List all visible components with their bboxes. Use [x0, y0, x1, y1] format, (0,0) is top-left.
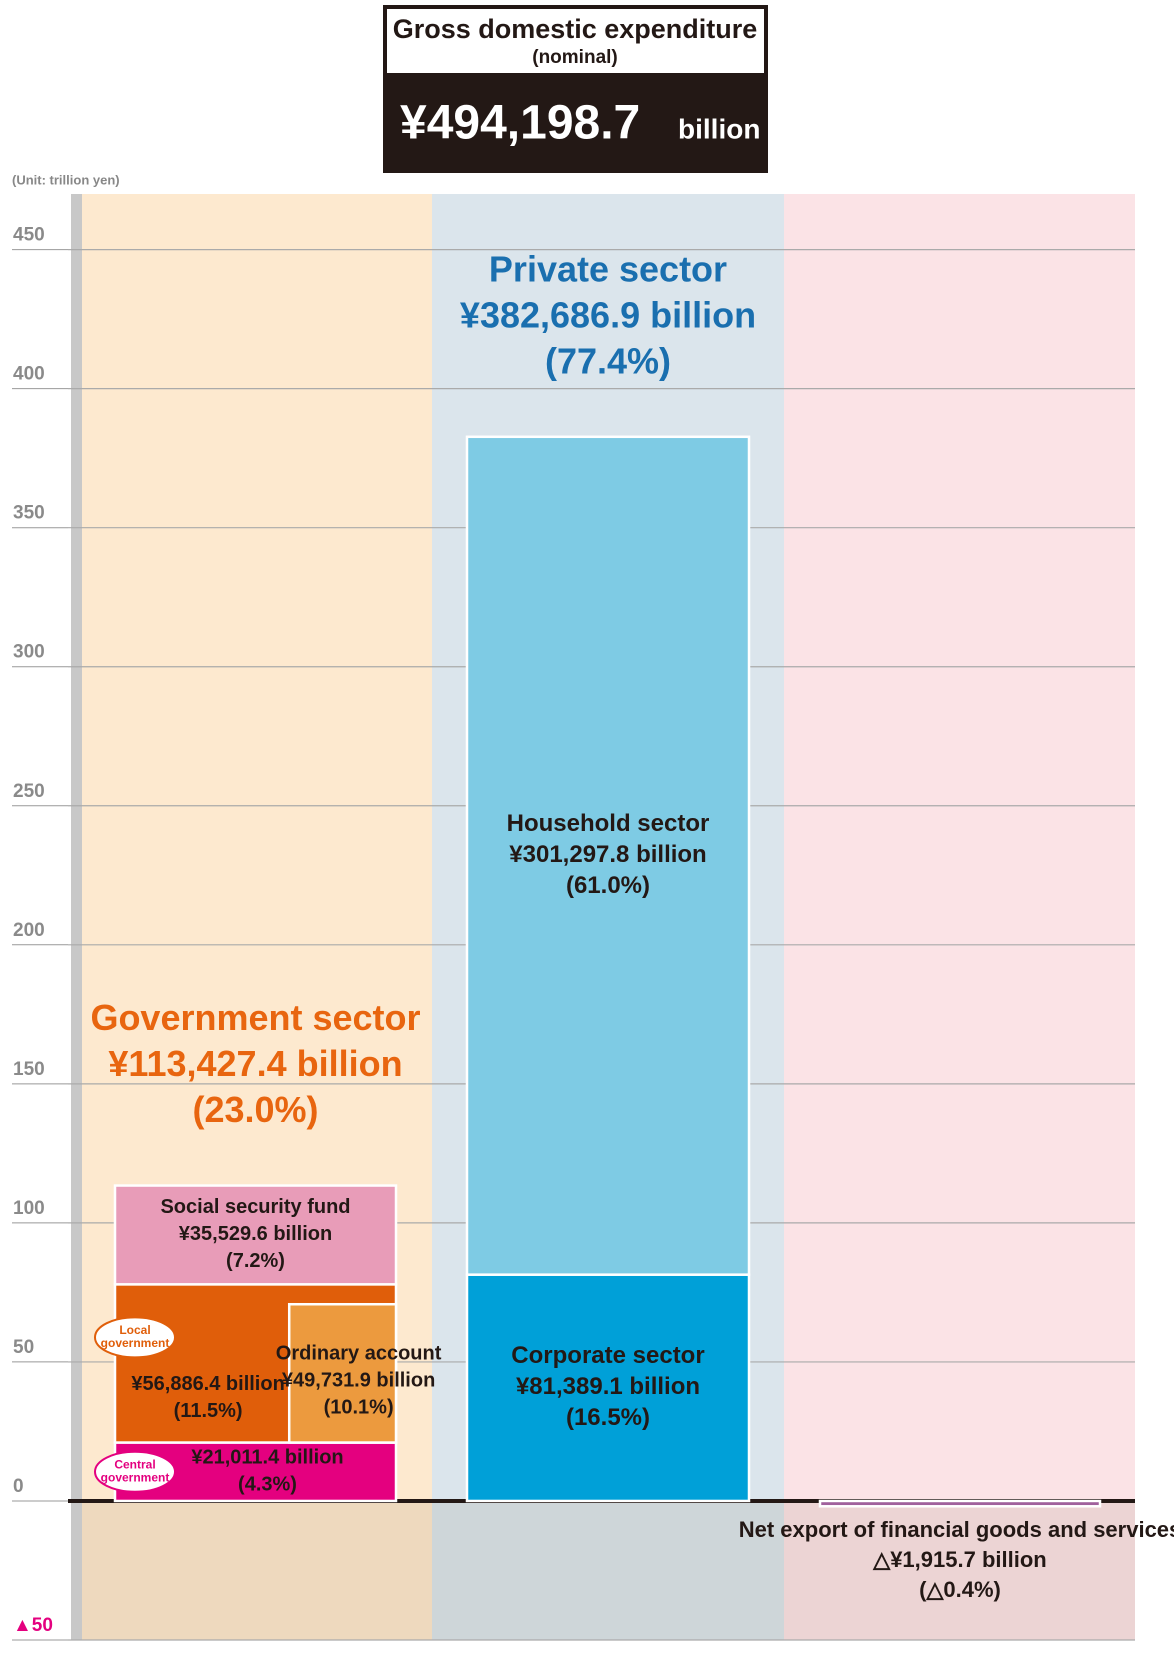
y-tick-label: 350: [13, 503, 45, 524]
segment-label: ¥81,389.1 billion: [516, 1373, 700, 1400]
segment-label: (7.2%): [226, 1250, 285, 1272]
segment-label: (10.1%): [324, 1397, 394, 1419]
y-tick-label: 250: [13, 781, 45, 802]
bar-segment: [465, 1273, 751, 1503]
total-unit: billion: [678, 113, 760, 144]
y-tick-label: 450: [13, 225, 45, 246]
y-axis-bar: [71, 194, 82, 1640]
sector-heading: ¥382,686.9 billion: [460, 294, 756, 335]
segment-label: ¥21,011.4 billion: [191, 1447, 343, 1469]
badge: [94, 1316, 176, 1359]
segment-label: Social security fund: [160, 1196, 350, 1218]
y-tick-label: 50: [13, 1337, 34, 1358]
segment-label: Ordinary account: [276, 1343, 442, 1365]
segment-label: ¥301,297.8 billion: [509, 841, 706, 868]
labels: ▲50 0 50 100 150 200 250 300 350 400 450 ¥21,011.4 …: [13, 225, 1174, 1636]
badge: [94, 1450, 176, 1493]
bar-segment: [465, 435, 751, 1276]
total-value: ¥494,198.7: [400, 97, 640, 150]
badge-label: government: [101, 1336, 170, 1350]
sector-heading: Private sector: [489, 248, 727, 289]
badge-label: Central: [114, 1457, 155, 1471]
y-tick-label: 200: [13, 920, 45, 941]
sector-heading: Government sector: [90, 997, 420, 1038]
segment-label: (11.5%): [174, 1400, 243, 1422]
segment-label: (△0.4%): [919, 1577, 1001, 1602]
sector-band: [784, 194, 1135, 1640]
segment-label: Household sector: [507, 810, 710, 837]
y-tick-label: 100: [13, 1198, 45, 1219]
segment-label: (4.3%): [238, 1474, 297, 1496]
segment-label: Corporate sector: [511, 1342, 704, 1369]
segment-label: ¥49,731.9 billion: [282, 1370, 435, 1392]
segment-label: (61.0%): [566, 872, 650, 899]
segment-label: ¥56,886.4 billion: [131, 1373, 284, 1395]
sector-heading: ¥113,427.4 billion: [108, 1043, 402, 1084]
y-tick-label: ▲50: [13, 1615, 53, 1636]
bar-segment: [113, 1184, 398, 1286]
sector-heading: (23.0%): [192, 1089, 318, 1130]
y-tick-label: 400: [13, 364, 45, 385]
bar-segment: [818, 1499, 1102, 1508]
y-tick-label: 0: [13, 1476, 24, 1497]
sector-heading: (77.4%): [545, 340, 671, 381]
title: Gross domestic expenditure: [393, 14, 758, 44]
subtitle: (nominal): [532, 47, 618, 68]
badge-label: government: [101, 1470, 170, 1484]
title-inner-box: [387, 9, 764, 73]
y-tick-label: 300: [13, 642, 45, 663]
marks: [113, 435, 1102, 1508]
y-tick-label: 150: [13, 1059, 45, 1080]
segment-label: ¥35,529.6 billion: [179, 1223, 332, 1245]
below-zero-shade: [82, 1500, 1135, 1640]
segment-label: (16.5%): [566, 1404, 650, 1431]
segment-label: △¥1,915.7 billion: [872, 1547, 1046, 1572]
unit-label: (Unit: trillion yen): [12, 172, 120, 187]
bar-subsegment: [287, 1302, 398, 1444]
badge-label: Local: [119, 1323, 150, 1337]
segment-label: Net export of financial goods and servic…: [739, 1517, 1174, 1542]
